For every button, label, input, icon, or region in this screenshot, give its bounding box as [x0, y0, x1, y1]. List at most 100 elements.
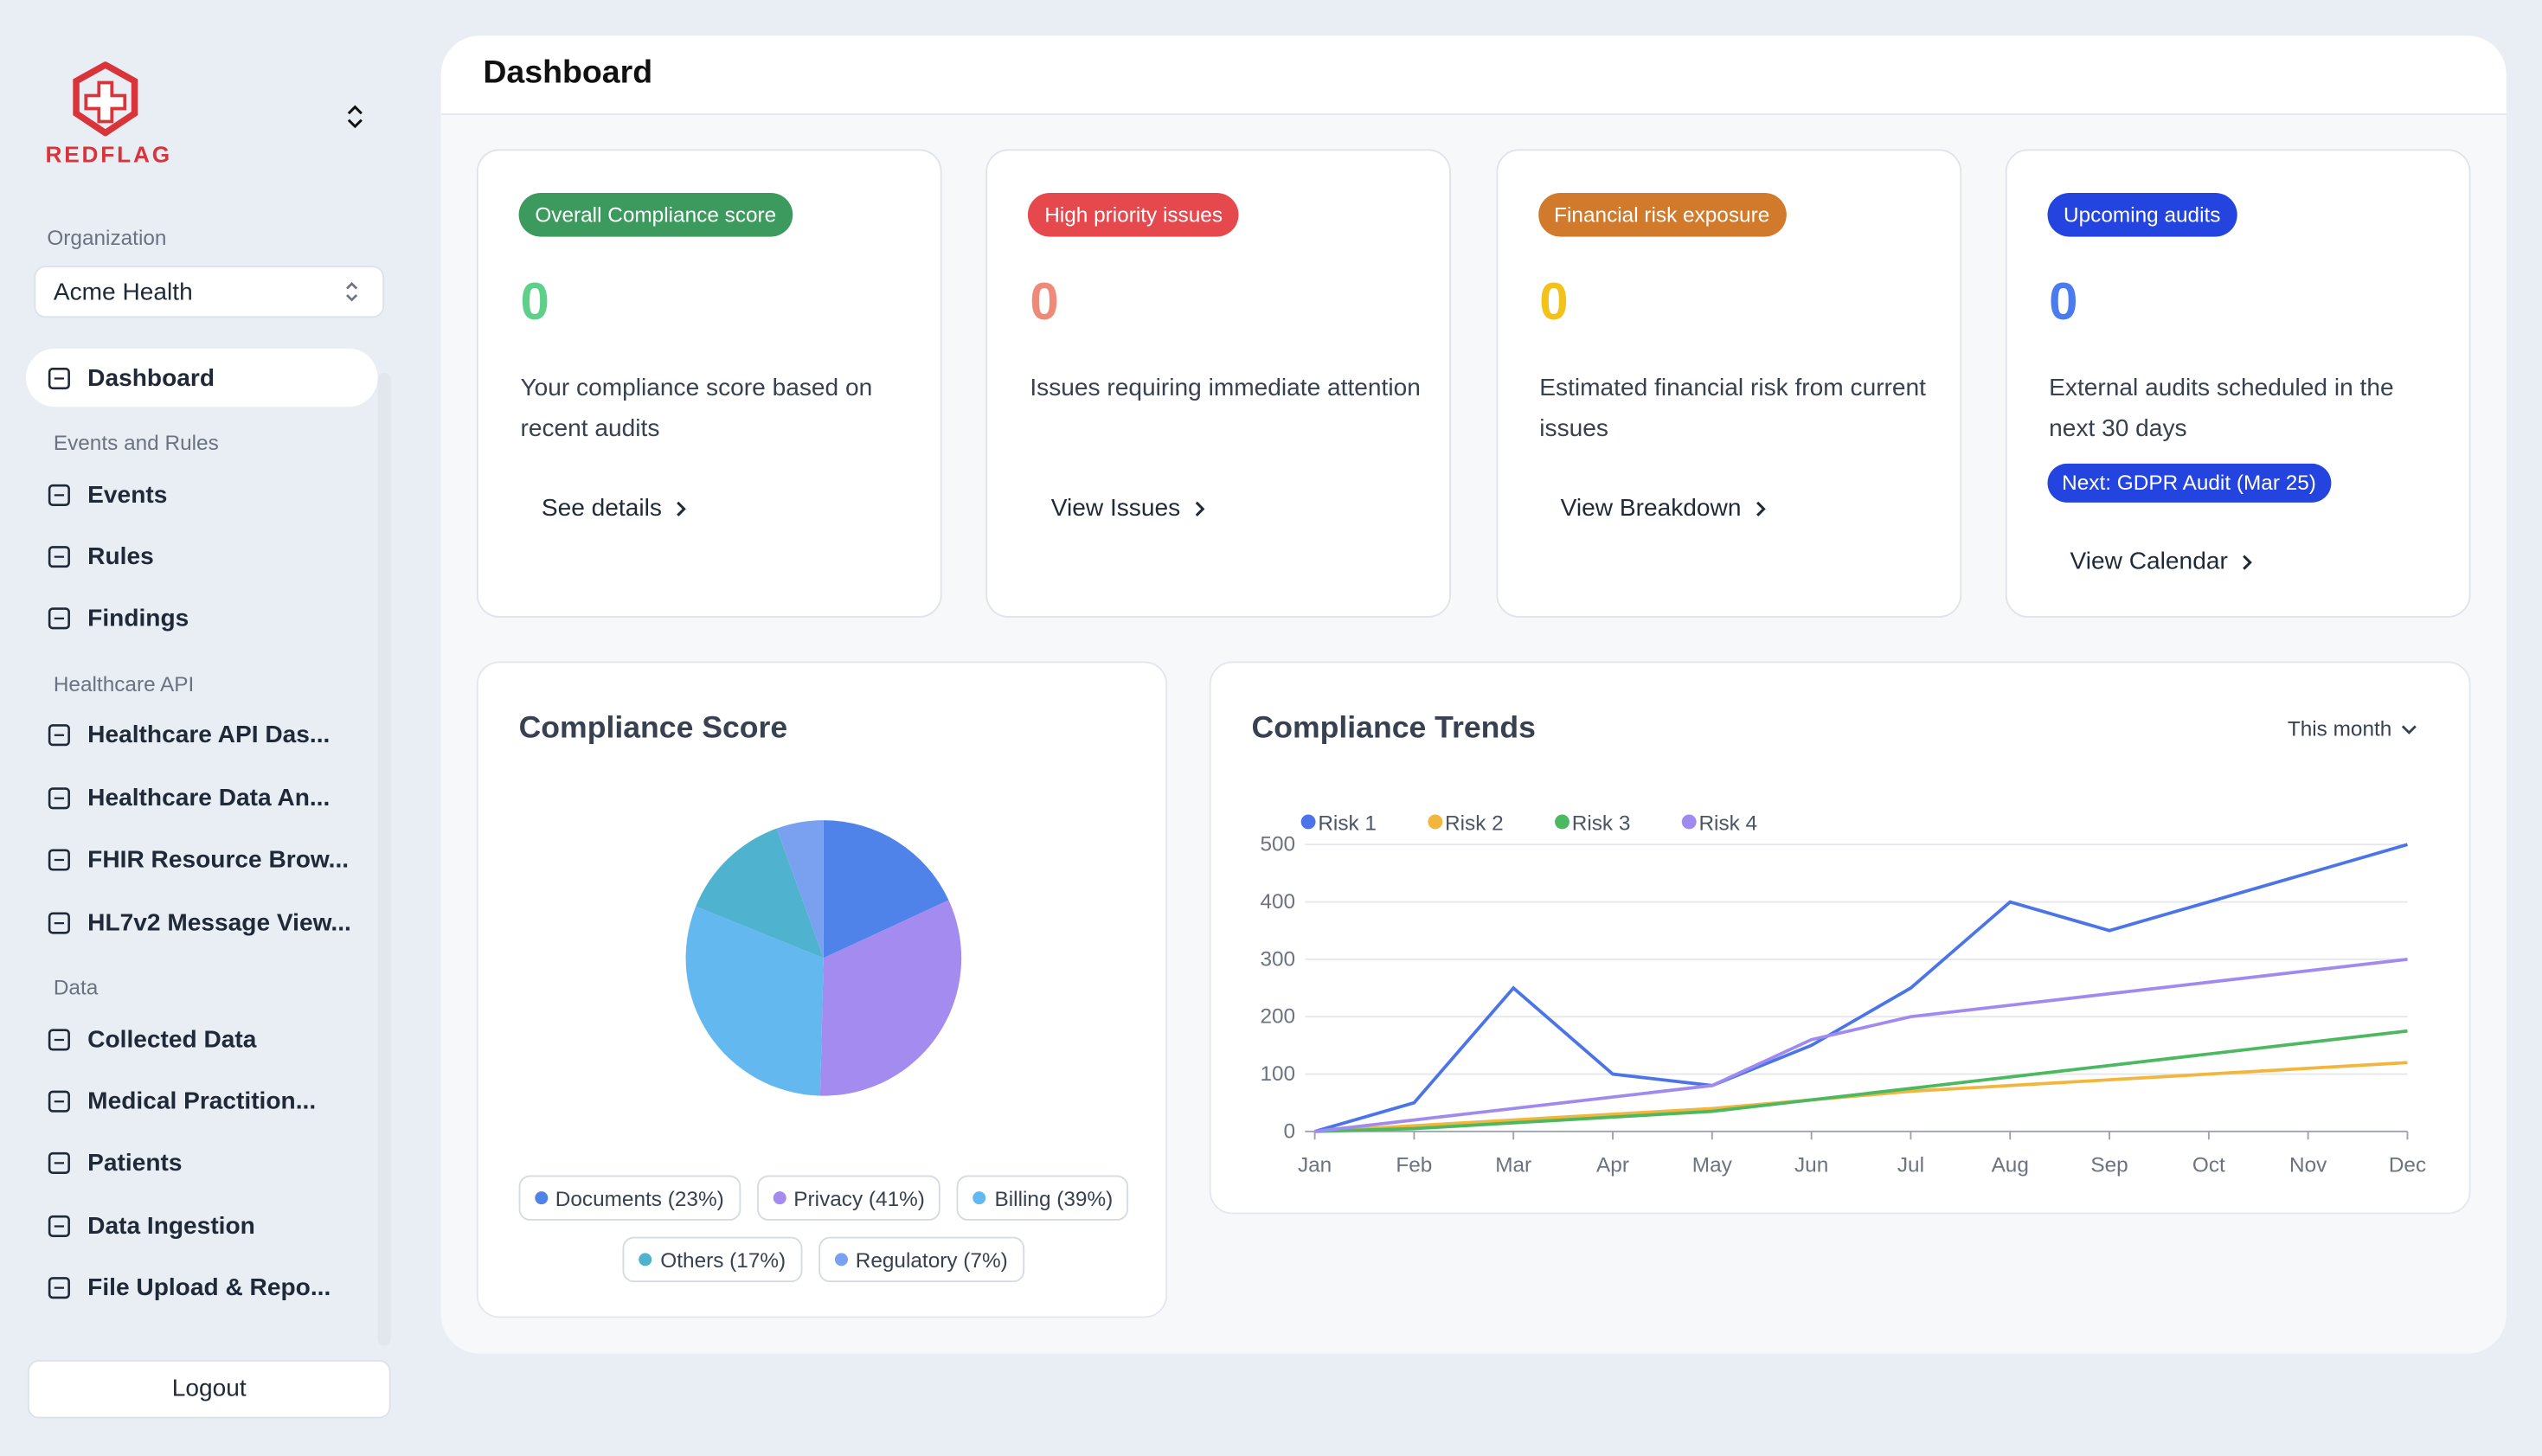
nav-item[interactable]: Medical Practition...	[26, 1072, 378, 1130]
nav-item[interactable]: Rules	[26, 528, 378, 586]
chevron-icon	[677, 500, 687, 516]
icon-shape	[48, 1277, 70, 1299]
card-link[interactable]: View Issues	[1051, 494, 1206, 522]
icon-shape	[48, 367, 70, 389]
legend-item: Others (17%)	[623, 1236, 802, 1283]
scrollbar	[377, 372, 391, 1346]
legend-item: Regulatory (7%)	[818, 1236, 1024, 1283]
nav-label: Dashboard	[87, 363, 215, 392]
card-badge: Upcoming audits	[2047, 192, 2237, 237]
stat-card: Overall Compliance score 0 Your compliance…	[476, 149, 942, 618]
icon-shape	[48, 1152, 70, 1175]
pie-slice	[696, 828, 824, 959]
stat-card: High priority issues 0 Issues requiring im…	[985, 149, 1452, 618]
legend-label: Risk 4	[1698, 811, 1757, 835]
card-link-text: View Issues	[1050, 494, 1181, 523]
nav-item[interactable]: Dashboard	[25, 348, 378, 407]
legend-dot	[1681, 814, 1697, 830]
x-tick-label: May	[1692, 1154, 1733, 1177]
nav-icon	[48, 1028, 70, 1050]
chevron	[2243, 554, 2253, 569]
logout-button[interactable]: Logout	[27, 1360, 391, 1419]
legend-dot	[534, 1191, 548, 1205]
legend-item: Billing (39%)	[957, 1175, 1129, 1221]
y-tick-label: 300	[1260, 947, 1295, 971]
chevron	[1756, 500, 1766, 516]
legend-label: Others (17%)	[660, 1247, 786, 1272]
team-switcher[interactable]	[343, 104, 366, 130]
nav-item[interactable]: Collected Data	[26, 1010, 378, 1068]
card-badge: Financial risk exposure	[1537, 192, 1786, 237]
pie-title: Compliance Score	[518, 711, 788, 746]
x-tick-label: Apr	[1596, 1154, 1629, 1177]
trend-card: Compliance Trends This month 0 100 200 300 4…	[1209, 661, 2471, 1215]
logo-icon	[73, 61, 138, 137]
nav-label: Healthcare API Das...	[87, 722, 331, 750]
icon-shape	[48, 483, 70, 506]
nav-item[interactable]: Healthcare API Das...	[26, 707, 378, 765]
org-select[interactable]: Acme Health	[34, 266, 385, 318]
pie-legend: Documents (23%) Privacy (41%) Billing (39%…	[494, 1175, 1152, 1283]
nav-item[interactable]: Patients	[26, 1134, 378, 1192]
period-dropdown[interactable]: This month	[2288, 716, 2417, 741]
org-value: Acme Health	[53, 279, 193, 307]
nav-label: Collected Data	[87, 1025, 257, 1053]
nav-label: Data Ingestion	[87, 1211, 255, 1240]
legend-label: Documents (23%)	[555, 1185, 724, 1210]
nav-item[interactable]: Healthcare Data An...	[26, 768, 378, 826]
pie-slice	[823, 820, 949, 959]
nav-icon	[48, 1152, 70, 1175]
nav-icon	[48, 724, 70, 747]
card-badge: Overall Compliance score	[518, 192, 793, 237]
line-chart: 0 100 200 300 400 500 Jan Feb Mar Apr May Jun Jul Aug…	[1260, 811, 2426, 1177]
card-value: 0	[1030, 272, 1059, 331]
stat-card: Financial risk exposure 0 Estimated financ…	[1495, 149, 1961, 618]
x-tick-label: Mar	[1495, 1154, 1531, 1177]
pie-slice	[776, 820, 824, 959]
card-link-text: View Breakdown	[1560, 494, 1742, 523]
nav-item[interactable]: HL7v2 Message View...	[26, 893, 378, 951]
legend-label: Billing (39%)	[994, 1185, 1114, 1210]
x-tick-label: Sep	[2090, 1154, 2128, 1177]
legend-dot	[1555, 814, 1569, 830]
pie-chart	[685, 820, 962, 1096]
pie-slice	[685, 906, 824, 1096]
nav-icon	[48, 367, 70, 389]
nav-item[interactable]: File Upload & Repo...	[26, 1259, 378, 1317]
icon-shape	[48, 1215, 70, 1237]
icon-shape	[48, 724, 70, 747]
card-link[interactable]: View Calendar	[2070, 548, 2254, 575]
nav-item[interactable]: Data Ingestion	[26, 1196, 378, 1254]
chevron	[677, 500, 687, 516]
card-value: 0	[1539, 272, 1569, 331]
nav-item[interactable]: Events	[26, 465, 378, 523]
nav-icon	[48, 1215, 70, 1237]
header-bar	[440, 35, 2507, 116]
nav-icon	[48, 849, 70, 871]
legend-dot	[772, 1191, 786, 1205]
chevron-icon	[1756, 500, 1766, 516]
dropdown-icon	[2402, 724, 2417, 734]
nav-icon	[48, 786, 70, 809]
brand: REDFLAG	[45, 141, 172, 167]
card-description: Issues requiring immediate attention	[1030, 374, 1421, 402]
card-link-text: View Calendar	[2070, 548, 2228, 576]
legend-label: Privacy (41%)	[793, 1185, 925, 1210]
y-tick-label: 0	[1284, 1119, 1296, 1143]
line-series	[1314, 1061, 2408, 1133]
legend-item: Privacy (41%)	[756, 1175, 941, 1221]
legend-label: Risk 2	[1445, 811, 1504, 835]
x-tick-label: Oct	[2192, 1154, 2225, 1177]
select-icon	[346, 282, 358, 302]
nav-item[interactable]: FHIR Resource Brow...	[26, 831, 378, 888]
chevron-icon	[1195, 500, 1205, 516]
card-badge: High priority issues	[1028, 192, 1239, 237]
x-tick-label: Feb	[1396, 1154, 1432, 1177]
card-link[interactable]: View Breakdown	[1561, 494, 1768, 522]
trend-title: Compliance Trends	[1251, 711, 1536, 746]
card-link[interactable]: See details	[542, 494, 688, 522]
nav-item[interactable]: Findings	[26, 590, 378, 648]
nav-section-title: Data	[53, 975, 99, 1000]
